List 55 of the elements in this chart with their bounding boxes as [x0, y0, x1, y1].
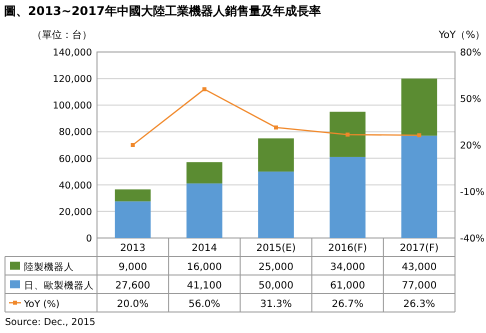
bar [114, 201, 151, 238]
y2-tick-label: -40% [460, 234, 485, 244]
chart-title: 圖、2013~2017年中國大陸工業機器人銷售量及年成長率 [4, 4, 321, 18]
source-note: Source: Dec., 2015 [5, 317, 96, 328]
data-label: 34,000 [330, 262, 366, 273]
data-label: 61,000 [330, 280, 366, 292]
y-tick-label: 100,000 [52, 100, 92, 112]
point [417, 133, 422, 138]
x-tick-label: 2013 [120, 243, 146, 254]
legend-label: YoY (%) [23, 298, 60, 310]
data-label: 56.0% [188, 298, 220, 310]
legend-label: 陸製機器人 [24, 260, 74, 273]
bar [258, 138, 294, 172]
point [346, 132, 350, 137]
bar [114, 189, 151, 202]
y-tick-label: 80,000 [58, 127, 92, 138]
data-label: 26.7% [332, 298, 364, 310]
bar [186, 183, 222, 238]
data-label: 43,000 [402, 262, 437, 273]
bar [330, 112, 366, 157]
data-label: 26.3% [403, 298, 436, 310]
bar [258, 172, 294, 238]
data-label: 27,600 [115, 280, 150, 292]
legend-label: 日、歐製機器人 [24, 279, 94, 292]
y2-tick-label: 80% [460, 48, 482, 58]
point [202, 87, 206, 92]
y-axis-title: （單位：台） [32, 29, 92, 41]
data-label: 25,000 [258, 262, 294, 273]
x-tick-label: 2017(F) [400, 243, 439, 254]
data-label: 50,000 [258, 280, 294, 292]
data-label: 77,000 [402, 280, 437, 292]
y-tick-label: 20,000 [58, 206, 92, 218]
x-tick-label: 2016(F) [328, 243, 368, 254]
y-tick-label: 40,000 [58, 180, 92, 192]
bar [401, 136, 438, 238]
y-tick-label: 140,000 [52, 48, 92, 58]
x-tick-label: 2015(E) [256, 243, 296, 254]
data-label: 41,100 [186, 280, 222, 292]
data-label: 20.0% [116, 298, 149, 310]
data-label: 9,000 [118, 262, 148, 273]
bar [186, 162, 222, 184]
y2-axis-title: YoY（%） [438, 30, 486, 41]
point [130, 143, 135, 147]
y-tick-label: 60,000 [58, 154, 92, 165]
bar [401, 78, 438, 136]
y2-tick-label: -10% [460, 187, 485, 198]
y-tick-label: 0 [86, 234, 92, 244]
y2-tick-label: 20% [460, 140, 482, 152]
data-label: 16,000 [186, 262, 222, 273]
bar [330, 156, 366, 238]
point [274, 125, 278, 130]
y-tick-label: 120,000 [52, 74, 92, 86]
y2-tick-label: 50% [460, 94, 482, 105]
data-label: 31.3% [260, 298, 292, 310]
x-tick-label: 2014 [192, 243, 218, 254]
